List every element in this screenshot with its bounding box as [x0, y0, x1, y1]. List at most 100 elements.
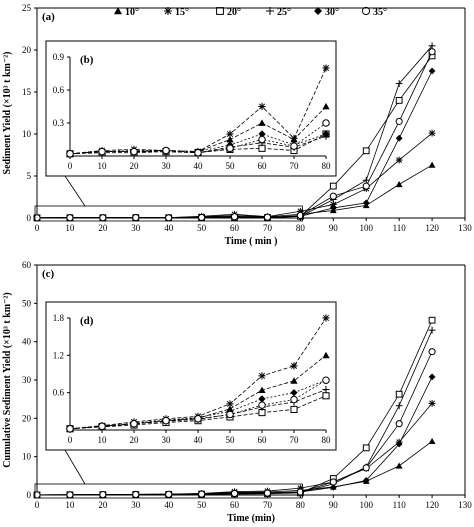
data-point: [296, 488, 304, 496]
data-point: [322, 385, 330, 394]
x-tick-label: 30: [162, 161, 172, 171]
x-tick-label: 50: [226, 435, 236, 445]
data-point: [99, 491, 107, 499]
x-tick-label: 50: [197, 223, 207, 233]
data-point: [395, 134, 403, 142]
data-point: [428, 373, 436, 381]
y-tick-label: 0.6: [53, 85, 65, 95]
x-tick-label: 110: [393, 500, 407, 510]
x-tick-label: 30: [131, 223, 141, 233]
x-tick-label: 60: [258, 161, 268, 171]
x-tick-label: 10: [65, 223, 75, 233]
data-point: [198, 213, 206, 221]
data-point: [194, 415, 202, 423]
y-tick-label: 30: [22, 375, 32, 385]
data-point: [66, 150, 74, 158]
y-tick-label: 5: [27, 171, 32, 181]
x-tick-label: 120: [425, 500, 439, 510]
data-point: [395, 390, 403, 398]
data-point: [226, 130, 234, 138]
x-tick-label: 30: [131, 500, 141, 510]
data-point: [226, 410, 234, 419]
panel-label: (a): [42, 11, 55, 23]
x-tick-label: 20: [98, 500, 108, 510]
x-tick-label: 0: [35, 500, 40, 510]
data-point: [322, 351, 330, 359]
data-point: [428, 326, 436, 334]
data-point: [395, 462, 403, 469]
x-tick-label: 70: [263, 500, 273, 510]
x-tick-label: 0: [35, 223, 40, 233]
x-tick-label: 50: [226, 161, 236, 171]
x-tick-label: 100: [359, 223, 373, 233]
y-axis-label: Cumulative Sediment Yield (×10³ t km⁻²): [2, 292, 13, 467]
x-tick-label: 10: [65, 500, 75, 510]
legend-item-star: 15°: [164, 7, 189, 18]
data-point: [194, 148, 202, 157]
x-tick-label: 60: [258, 435, 268, 445]
data-point: [395, 97, 403, 104]
x-tick-label: 80: [296, 223, 306, 233]
legend-marker: [114, 7, 122, 15]
legend-label: 20°: [227, 7, 241, 18]
data-point: [258, 119, 266, 126]
data-point: [98, 422, 106, 431]
x-tick-label: 90: [329, 500, 339, 510]
x-tick-label: 130: [458, 500, 472, 510]
data-point: [290, 134, 298, 142]
data-point: [322, 314, 330, 322]
legend-label: 10°: [125, 7, 139, 18]
data-point: [395, 402, 403, 410]
chart-panel-b: 0 10 20 30 40 50 60 70 80 0.3 0.6 0.9 (b): [45, 40, 337, 177]
data-point: [258, 135, 266, 144]
data-point: [198, 490, 206, 498]
data-point: [258, 386, 266, 394]
data-point: [428, 348, 436, 356]
data-point: [395, 420, 403, 428]
data-point: [296, 211, 304, 220]
data-point: [162, 146, 170, 155]
x-axis-label: Time ( min ): [225, 236, 278, 247]
y-tick-label: 60: [22, 260, 32, 270]
y-tick-label: 1.8: [53, 313, 65, 323]
data-point: [428, 67, 436, 75]
x-tick-label: 70: [290, 435, 300, 445]
data-point: [395, 80, 403, 87]
data-point: [428, 129, 436, 137]
legend: 10° 15° 20° 25° 30° 35°: [114, 6, 387, 18]
series-circ: [33, 48, 436, 222]
series-circ: [66, 376, 330, 433]
data-point: [290, 405, 298, 414]
data-point: [226, 144, 234, 153]
data-point: [322, 392, 330, 400]
data-point: [322, 119, 330, 127]
data-point: [230, 489, 239, 498]
data-point: [362, 147, 370, 155]
x-tick-label: 20: [98, 223, 108, 233]
data-point: [322, 64, 330, 72]
legend-marker: [361, 6, 371, 16]
data-point: [329, 204, 337, 212]
x-tick-label: 10: [98, 161, 108, 171]
data-point: [162, 416, 170, 425]
x-tick-label: 50: [197, 500, 207, 510]
legend-item-plus: 25°: [266, 7, 291, 18]
data-point: [322, 376, 330, 384]
series-circ: [66, 119, 330, 158]
x-tick-label: 30: [162, 435, 172, 445]
legend-marker: [216, 7, 224, 15]
data-point: [66, 491, 74, 499]
data-point: [132, 490, 140, 498]
y-tick-label: 10: [22, 129, 32, 139]
x-tick-label: 40: [194, 161, 204, 171]
x-tick-label: 80: [296, 500, 306, 510]
x-tick-label: 130: [458, 223, 472, 233]
x-tick-label: 110: [393, 223, 407, 233]
y-tick-label: 1.2: [53, 350, 64, 360]
panel-label: (c): [42, 268, 55, 280]
data-point: [290, 389, 298, 397]
data-point: [329, 192, 337, 200]
data-point: [322, 102, 330, 110]
data-point: [132, 214, 140, 222]
data-point: [290, 395, 298, 404]
